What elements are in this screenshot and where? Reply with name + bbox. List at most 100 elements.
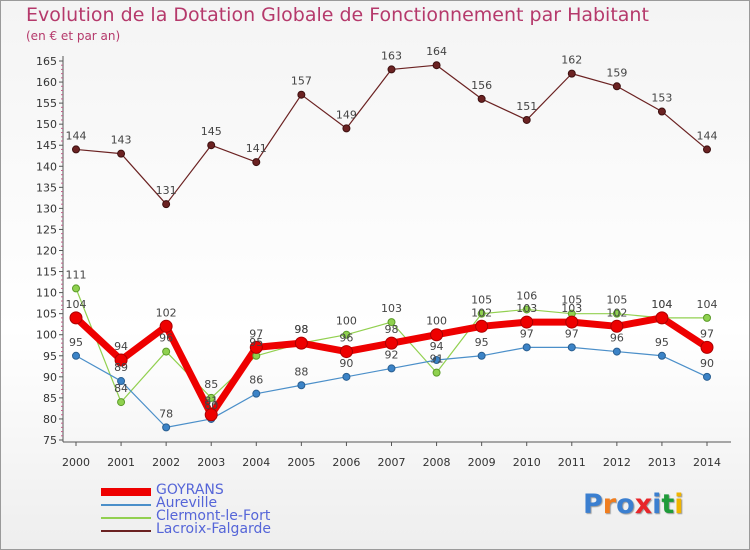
data-point-aureville xyxy=(162,423,171,432)
logo-letter: x xyxy=(634,489,653,520)
y-tick-label: 120 xyxy=(36,245,57,258)
data-point-aureville xyxy=(342,372,351,381)
data-label-clermont-le-fort: 103 xyxy=(381,302,402,315)
data-label-lacroix-falgarde: 151 xyxy=(516,100,537,113)
data-point-aureville xyxy=(432,355,441,364)
y-tick-label: 140 xyxy=(36,160,57,173)
data-point-aureville xyxy=(703,372,711,381)
data-point-goyrans xyxy=(610,319,624,333)
y-tick-label: 75 xyxy=(43,434,57,447)
data-label-goyrans: 81 xyxy=(204,395,218,408)
data-label-clermont-le-fort: 104 xyxy=(651,298,672,311)
data-label-clermont-le-fort: 111 xyxy=(66,268,87,281)
data-point-lacroix-falgarde xyxy=(117,149,126,158)
x-tick-label: 2011 xyxy=(558,456,586,469)
data-point-goyrans xyxy=(655,311,669,325)
y-tick-label: 110 xyxy=(36,287,57,300)
data-label-lacroix-falgarde: 156 xyxy=(471,79,492,92)
data-label-aureville: 90 xyxy=(700,357,714,370)
data-point-clermont-le-fort xyxy=(72,284,80,293)
y-tick-label: 135 xyxy=(36,181,57,194)
y-tick-label: 85 xyxy=(43,392,57,405)
data-point-goyrans xyxy=(430,328,444,342)
data-label-aureville: 95 xyxy=(475,336,489,349)
data-point-clermont-le-fort xyxy=(522,305,531,314)
data-label-aureville: 80 xyxy=(204,399,218,412)
data-label-lacroix-falgarde: 164 xyxy=(426,45,447,58)
data-label-clermont-le-fort: 105 xyxy=(471,294,492,307)
x-tick-label: 2010 xyxy=(513,456,541,469)
x-tick-label: 2006 xyxy=(332,456,360,469)
logo-letter: i xyxy=(652,489,662,520)
logo-letter: o xyxy=(616,489,635,520)
y-tick-label: 90 xyxy=(43,371,57,384)
data-point-aureville xyxy=(522,343,531,352)
y-tick-label: 160 xyxy=(36,76,57,89)
x-tick-label: 2004 xyxy=(242,456,270,469)
y-tick-label: 80 xyxy=(43,413,57,426)
y-tick-label: 150 xyxy=(36,118,57,131)
x-tick-label: 2002 xyxy=(152,456,180,469)
data-point-goyrans xyxy=(565,315,579,329)
data-label-clermont-le-fort: 95 xyxy=(249,336,263,349)
chart-title: Evolution de la Dotation Globale de Fonc… xyxy=(26,4,649,26)
data-point-aureville xyxy=(567,343,576,352)
y-tick-label: 145 xyxy=(36,139,57,152)
data-point-lacroix-falgarde xyxy=(207,141,216,150)
logo-letter: t xyxy=(661,489,675,520)
data-label-clermont-le-fort: 91 xyxy=(430,353,444,366)
data-point-lacroix-falgarde xyxy=(162,200,171,209)
data-label-aureville: 96 xyxy=(610,332,624,345)
data-point-lacroix-falgarde xyxy=(432,61,441,70)
data-label-lacroix-falgarde: 143 xyxy=(111,134,132,147)
data-label-lacroix-falgarde: 144 xyxy=(697,129,718,142)
legend-swatch xyxy=(101,530,151,532)
legend-label: Lacroix-Falgarde xyxy=(156,521,272,537)
data-point-lacroix-falgarde xyxy=(297,90,306,99)
data-point-clermont-le-fort xyxy=(477,309,486,318)
data-label-goyrans: 102 xyxy=(471,306,492,319)
data-label-goyrans: 102 xyxy=(606,306,627,319)
data-point-clermont-le-fort xyxy=(162,347,171,356)
legend-swatch xyxy=(101,504,151,506)
y-tick-label: 155 xyxy=(36,97,57,110)
y-tick-label: 130 xyxy=(36,202,57,215)
data-label-clermont-le-fort: 96 xyxy=(159,332,173,345)
data-label-clermont-le-fort: 104 xyxy=(697,298,718,311)
data-label-aureville: 88 xyxy=(294,365,308,378)
legend-label: GOYRANS xyxy=(156,482,224,498)
data-label-lacroix-falgarde: 157 xyxy=(291,75,312,88)
data-label-goyrans: 96 xyxy=(339,332,353,345)
data-label-lacroix-falgarde: 162 xyxy=(561,54,582,67)
logo-letter: r xyxy=(602,489,617,520)
x-tick-label: 2014 xyxy=(693,456,721,469)
data-label-aureville: 95 xyxy=(655,336,669,349)
data-point-goyrans xyxy=(114,353,128,367)
x-tick-label: 2009 xyxy=(468,456,496,469)
y-tick-label: 95 xyxy=(43,350,57,363)
data-label-lacroix-falgarde: 131 xyxy=(156,184,177,197)
data-label-aureville: 97 xyxy=(565,327,579,340)
proxiti-logo: Proxiti xyxy=(583,489,684,520)
data-label-lacroix-falgarde: 145 xyxy=(201,125,222,138)
data-point-aureville xyxy=(72,351,80,360)
data-point-lacroix-falgarde xyxy=(342,124,351,133)
data-point-lacroix-falgarde xyxy=(657,107,666,116)
data-label-goyrans: 104 xyxy=(66,298,87,311)
legend-label: Aureville xyxy=(156,495,218,511)
data-point-lacroix-falgarde xyxy=(567,69,576,78)
data-point-clermont-le-fort xyxy=(117,398,126,407)
data-point-goyrans xyxy=(204,408,218,422)
x-tick-label: 2003 xyxy=(197,456,225,469)
data-label-aureville: 94 xyxy=(430,340,444,353)
data-point-clermont-le-fort xyxy=(342,330,351,339)
data-point-lacroix-falgarde xyxy=(387,65,396,74)
data-point-goyrans xyxy=(385,336,398,350)
data-label-lacroix-falgarde: 149 xyxy=(336,108,357,121)
x-tick-label: 2012 xyxy=(603,456,631,469)
data-point-lacroix-falgarde xyxy=(522,115,531,124)
logo-letter: P xyxy=(583,489,603,520)
data-label-aureville: 89 xyxy=(114,361,128,374)
data-point-goyrans xyxy=(249,340,263,354)
